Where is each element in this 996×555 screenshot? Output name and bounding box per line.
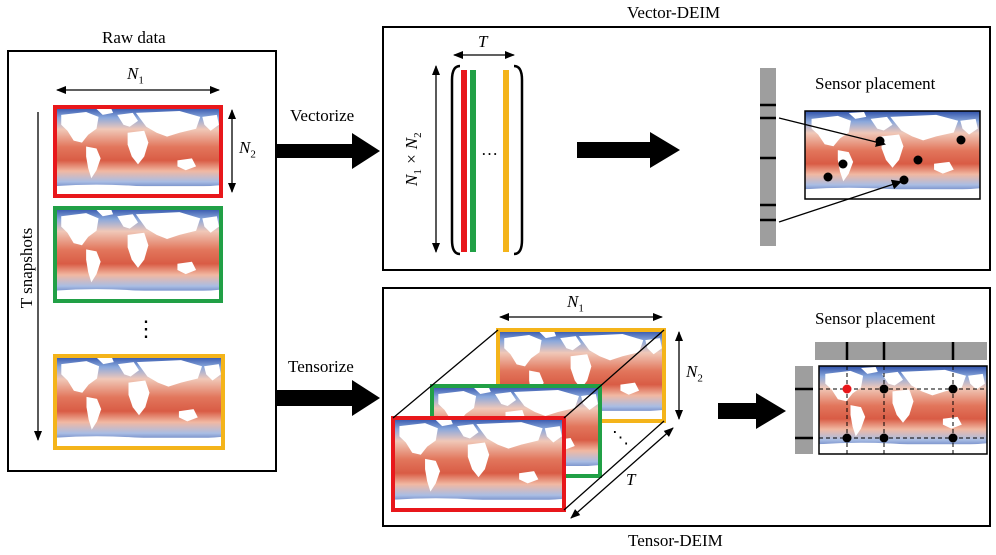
vector-column-red <box>461 70 467 252</box>
sensor-link-arrow-1 <box>778 117 886 147</box>
raw-map-3 <box>53 354 225 450</box>
raw-n1-symbol: N <box>127 64 139 83</box>
matrix-left-bracket <box>450 64 461 256</box>
vector-ellipsis: … <box>481 140 498 159</box>
column-selector-bar <box>815 342 987 360</box>
vectorize-arrow <box>276 133 380 169</box>
tensor-step-arrow <box>718 393 786 429</box>
sensor-link-arrow-2 <box>778 179 902 223</box>
raw-ellipsis: ⋮ <box>135 316 157 341</box>
tensor-n1-symbol: N <box>567 292 579 311</box>
matrix-right-bracket <box>513 64 524 256</box>
raw-data-title: Raw data <box>102 28 166 47</box>
vector-sensor-placement-label: Sensor placement <box>815 74 936 93</box>
tensor-n2-subscript: 2 <box>697 372 703 385</box>
tensor-sensor-placement-label: Sensor placement <box>815 309 936 328</box>
selected-vector-bar <box>760 68 776 246</box>
vector-t-label: T <box>478 32 488 51</box>
tensor-n2-label: N2 <box>686 362 703 384</box>
raw-map-1 <box>53 105 223 198</box>
tensor-sensor-map <box>818 365 988 455</box>
vector-dim-sub2: 2 <box>412 132 425 138</box>
tensor-t-arrow <box>570 427 674 519</box>
tensor-deim-title: Tensor-DEIM <box>628 531 723 550</box>
raw-snapshots-label: T snapshots <box>17 227 36 309</box>
vector-step-arrow <box>577 132 680 168</box>
vector-dim-n1: N <box>401 174 421 187</box>
vector-column-green <box>470 70 476 252</box>
raw-n1-label: N1 <box>127 64 144 86</box>
vector-column-yellow <box>503 70 509 252</box>
tensorize-arrow <box>276 380 380 416</box>
vector-dim-label: N1 × N2 <box>402 109 424 209</box>
tensorize-label: Tensorize <box>288 357 354 376</box>
vector-dim-sub1: 1 <box>412 169 425 175</box>
vectorize-label: Vectorize <box>290 106 355 125</box>
raw-map-2 <box>53 206 223 303</box>
tensor-t-label: T <box>626 470 636 489</box>
tensor-n2-symbol: N <box>686 362 698 381</box>
tensor-n1-subscript: 1 <box>578 302 584 315</box>
vector-deim-title: Vector-DEIM <box>627 3 721 22</box>
tensor-ellipsis: ⋱ <box>612 428 629 447</box>
raw-n1-subscript: 1 <box>138 74 144 87</box>
row-selector-bar <box>795 366 813 454</box>
raw-n2-symbol: N <box>239 138 251 157</box>
tensor-n1-label: N1 <box>567 292 584 314</box>
raw-n2-label: N2 <box>239 138 256 160</box>
tensor-cube <box>391 328 666 512</box>
raw-n2-subscript: 2 <box>250 148 256 161</box>
vector-sensor-map <box>804 110 981 200</box>
vector-dim-times: × N <box>401 137 421 170</box>
